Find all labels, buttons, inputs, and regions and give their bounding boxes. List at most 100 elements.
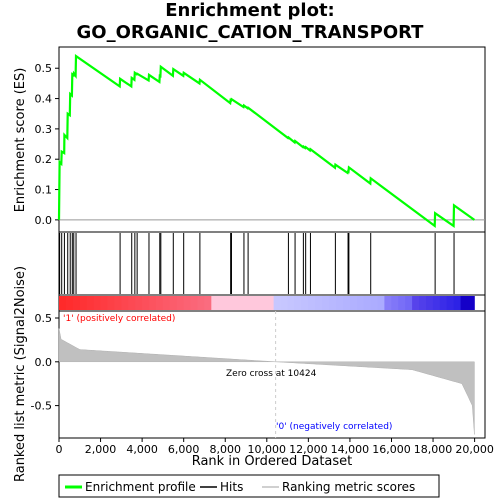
rank-color-segment xyxy=(342,296,351,310)
es-panel: 0.0 0.1 0.2 0.3 0.4 0.5 Enrichment score (ES) xyxy=(13,46,486,233)
rank-color-segment xyxy=(259,296,268,310)
metric-y-tick-label: 0.0 xyxy=(35,356,53,369)
rank-color-segment xyxy=(425,296,434,310)
metric-panel-frame xyxy=(58,310,486,439)
negative-label: '0' (negatively correlated) xyxy=(276,422,392,432)
rank-color-segment xyxy=(128,296,136,310)
positive-label: '1' (positively correlated) xyxy=(63,314,175,324)
rank-color-segment xyxy=(72,296,81,310)
x-tick-label: 8,000 xyxy=(209,443,241,456)
rank-color-segment xyxy=(308,296,316,310)
rank-color-bar xyxy=(58,294,486,312)
hit-marks xyxy=(59,233,455,294)
x-axis-label: Rank in Ordered Dataset xyxy=(192,454,353,469)
rank-color-segment xyxy=(453,296,461,310)
metric-y-axis: 0.5 0.0 -0.5 xyxy=(31,312,59,413)
rank-color-segment xyxy=(162,296,171,310)
rank-color-segment xyxy=(252,296,261,310)
es-y-axis: 0.0 0.1 0.2 0.3 0.4 0.5 xyxy=(35,62,59,227)
ranking-metric-area xyxy=(58,328,475,435)
legend-es-label: Enrichment profile xyxy=(85,480,196,494)
rank-color-segment xyxy=(294,296,302,310)
chart-title-line1: Enrichment plot: xyxy=(165,0,335,21)
rank-color-segment xyxy=(391,296,399,310)
chart-title-line2: GO_ORGANIC_CATION_TRANSPORT xyxy=(76,22,424,43)
rank-color-segment xyxy=(245,296,254,310)
rank-color-segment xyxy=(197,296,205,310)
rank-color-segment xyxy=(287,296,295,310)
rank-color-segment xyxy=(273,296,281,310)
rank-color-segment xyxy=(59,296,67,310)
rank-color-segment xyxy=(190,296,198,310)
es-curve xyxy=(57,54,476,229)
es-y-tick-label: 0.1 xyxy=(35,184,53,197)
legend-frame xyxy=(58,474,440,498)
rank-color-segment xyxy=(446,296,455,310)
rank-color-segment xyxy=(211,296,219,310)
rank-color-segment xyxy=(121,296,129,310)
rank-color-segment xyxy=(204,296,212,310)
rank-color-segment xyxy=(377,296,385,310)
metric-y-tick-label: 0.5 xyxy=(35,312,53,325)
rank-color-segment xyxy=(79,296,88,310)
rank-color-segment xyxy=(142,296,150,310)
rank-color-segment xyxy=(315,296,323,310)
rank-color-segment xyxy=(439,296,448,310)
rank-color-segment xyxy=(335,296,344,310)
x-tick-label: 6,000 xyxy=(168,443,200,456)
rank-color-segment xyxy=(239,296,247,310)
rank-color-segment xyxy=(412,296,420,310)
rank-color-segment xyxy=(65,296,74,310)
es-y-axis-label: Enrichment score (ES) xyxy=(13,68,28,213)
rank-color-segment xyxy=(232,296,240,310)
x-tick-label: 2,000 xyxy=(85,443,117,456)
x-tick-label: 10,000 xyxy=(248,443,287,456)
rank-color-segment xyxy=(100,296,108,310)
es-panel-frame xyxy=(58,46,486,233)
rank-color-segment xyxy=(183,296,191,310)
rank-color-segment xyxy=(225,296,233,310)
es-curve-line xyxy=(57,54,476,229)
x-tick-label: 0 xyxy=(56,443,63,456)
x-tick-label: 20,000 xyxy=(455,443,494,456)
rank-color-segment xyxy=(301,296,309,310)
rank-color-segment xyxy=(419,296,427,310)
x-axis: 0 2,000 4,000 6,000 8,000 10,000 12,000 14,000 1… xyxy=(56,438,494,456)
hits-panel-frame xyxy=(58,231,486,296)
rank-color-segment xyxy=(266,296,275,310)
rank-color-segment xyxy=(329,296,337,310)
rank-color-segment xyxy=(155,296,164,310)
rank-color-segment xyxy=(356,296,365,310)
rank-color-segment xyxy=(467,296,475,310)
es-y-tick-label: 0.0 xyxy=(35,214,53,227)
rank-color-segment xyxy=(398,296,406,310)
rank-color-segment xyxy=(370,296,378,310)
rank-color-segment xyxy=(280,296,288,310)
rank-color-segment xyxy=(460,296,468,310)
hits-panel xyxy=(58,231,486,296)
rank-color-segment xyxy=(363,296,371,310)
rank-color-segment xyxy=(107,296,115,310)
es-y-tick-label: 0.2 xyxy=(35,153,53,166)
es-y-tick-label: 0.4 xyxy=(35,93,53,106)
rank-color-segment xyxy=(384,296,392,310)
es-y-tick-label: 0.3 xyxy=(35,123,53,136)
rank-color-segment xyxy=(432,296,441,310)
x-tick-label: 14,000 xyxy=(331,443,370,456)
rank-color-segments xyxy=(59,296,475,310)
es-y-tick-label: 0.5 xyxy=(35,62,53,75)
x-tick-label: 18,000 xyxy=(414,443,453,456)
legend-metric-label: Ranking metric scores xyxy=(282,480,415,494)
metric-y-tick-label: -0.5 xyxy=(31,400,52,413)
rank-color-segment xyxy=(405,296,413,310)
rank-color-segment xyxy=(169,296,178,310)
x-tick-label: 4,000 xyxy=(126,443,158,456)
metric-y-axis-label: Ranked list metric (Signal2Noise) xyxy=(13,266,28,482)
chart-title: Enrichment plot: GO_ORGANIC_CATION_TRANS… xyxy=(0,0,500,44)
rank-color-segment xyxy=(149,296,157,310)
x-tick-label: 16,000 xyxy=(372,443,411,456)
metric-panel: 0.5 0.0 -0.5 '1' (positively correlated) '… xyxy=(13,266,486,482)
rank-color-segment xyxy=(349,296,358,310)
legend-hits-label: Hits xyxy=(220,480,243,494)
rank-color-segment xyxy=(218,296,226,310)
